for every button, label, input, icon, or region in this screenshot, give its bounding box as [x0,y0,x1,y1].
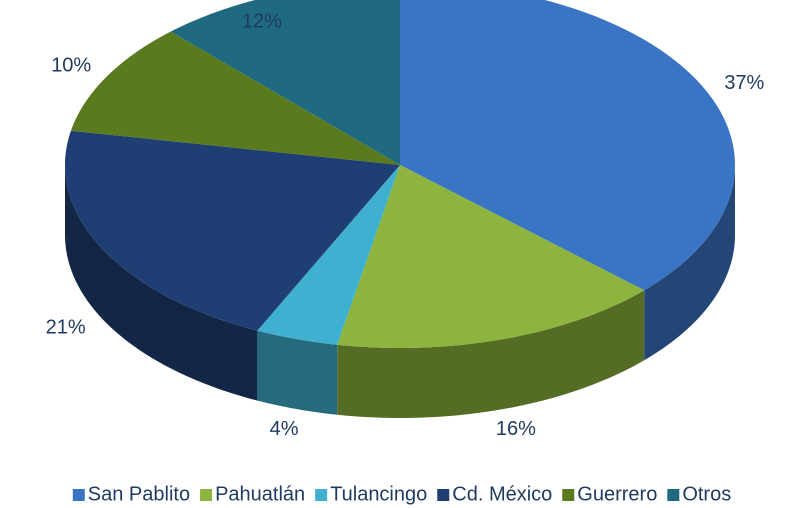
data-label: 10% [51,55,91,77]
slice-side [257,330,338,415]
legend-swatch [72,489,85,501]
legend-swatch [437,489,450,501]
legend-swatch [667,489,680,501]
slice [257,165,400,345]
data-label: 12% [242,10,282,32]
slice-side [337,290,645,418]
legend-label: Guerrero [577,483,657,505]
slice-side [65,165,258,401]
slice [170,0,400,165]
slice [65,130,400,331]
slice [337,165,645,348]
legend-swatch [315,489,328,501]
data-label: 4% [270,418,299,440]
data-label: 37% [724,72,764,94]
slice [70,31,400,166]
data-label: 21% [46,316,86,338]
legend-label: Cd. México [452,483,552,505]
slice-side [644,165,735,361]
legend-label: Otros [682,483,731,505]
legend-swatch [200,489,213,501]
legend-label: Tulancingo [330,483,427,505]
legend: San Pablito Pahuatlán Tulancingo Cd. México… [72,483,731,505]
legend-label: San Pablito [88,483,190,505]
slice [400,0,735,291]
legend-swatch [562,489,575,501]
data-label: 16% [496,418,536,440]
legend-label: Pahuatlán [215,483,305,505]
pie-sides [65,165,735,418]
